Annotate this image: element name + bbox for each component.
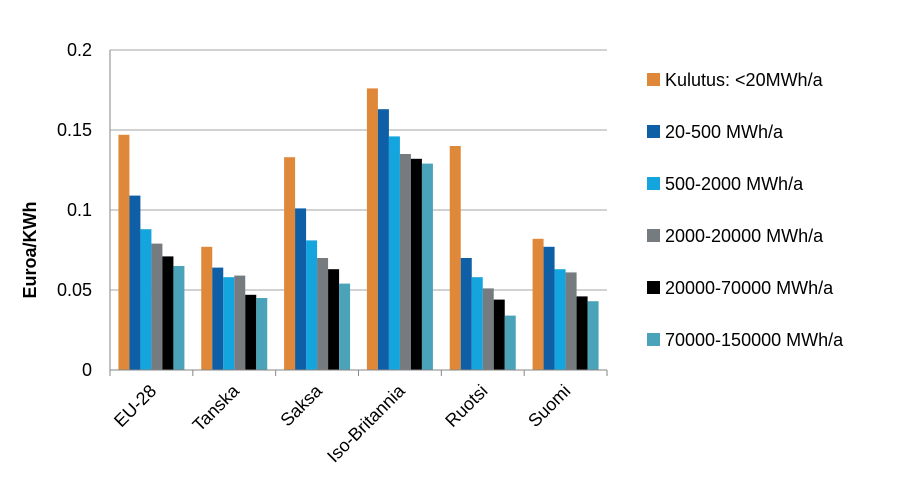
bar [223, 277, 235, 370]
y-tick-labels: 0 0.05 0.1 0.15 0.2 [57, 40, 92, 380]
bar [388, 136, 400, 370]
axes [109, 50, 608, 376]
bar [256, 298, 268, 370]
bar [173, 266, 185, 370]
x-tick-label: Suomi [524, 381, 574, 431]
bar [565, 272, 577, 370]
bar [449, 146, 461, 370]
legend-swatch [647, 333, 660, 346]
gridlines [110, 49, 607, 291]
legend-swatch [647, 229, 660, 242]
legend-label: 2000-20000 MWh/a [665, 226, 824, 246]
y-tick-label: 0.1 [67, 200, 92, 220]
legend-label: Kulutus: <20MWh/a [665, 70, 824, 90]
legend-swatch [647, 281, 660, 294]
bar [482, 288, 494, 370]
bar [317, 258, 329, 370]
y-tick-label: 0 [82, 360, 92, 380]
legend-swatch [647, 125, 660, 138]
bar [339, 283, 351, 370]
legend-label: 20000-70000 MWh/a [665, 278, 834, 298]
bar [162, 256, 174, 370]
bar [129, 195, 141, 370]
x-tick-label: EU-28 [110, 381, 160, 431]
y-axis-label: Euroa/KWh [20, 202, 40, 299]
bar [306, 240, 318, 370]
bar [543, 246, 555, 370]
bar [328, 269, 340, 370]
bar [554, 269, 566, 370]
bar [151, 243, 163, 370]
bar [118, 134, 130, 370]
x-tick-label: Saksa [276, 380, 326, 430]
bar [410, 158, 422, 370]
legend-swatch [647, 73, 660, 86]
legend-label: 20-500 MWh/a [665, 122, 784, 142]
y-tick-label: 0.2 [67, 40, 92, 60]
bar [234, 275, 246, 370]
legend-label: 70000-150000 MWh/a [665, 330, 844, 350]
bar [460, 258, 472, 370]
bar [377, 109, 389, 370]
bar [587, 301, 599, 370]
bar [245, 294, 257, 370]
bars [118, 88, 599, 371]
legend: Kulutus: <20MWh/a 20-500 MWh/a 500-2000 MW… [647, 70, 844, 350]
y-tick-label: 0.15 [57, 120, 92, 140]
bar [576, 296, 588, 370]
x-tick-label: Iso-Britannia [323, 380, 409, 466]
bar [201, 246, 213, 370]
y-tick-label: 0.05 [57, 280, 92, 300]
bar [493, 299, 505, 370]
bar [284, 157, 296, 370]
bar [212, 267, 224, 370]
legend-label: 500-2000 MWh/a [665, 174, 804, 194]
bar [421, 163, 433, 370]
x-tick-label: Tanska [189, 380, 244, 435]
bar [295, 208, 307, 370]
legend-swatch [647, 177, 660, 190]
bar [366, 88, 378, 371]
bar [140, 229, 152, 370]
x-tick-label: Ruotsi [441, 381, 491, 431]
bar [471, 277, 483, 370]
bar [532, 238, 544, 370]
bar [399, 154, 411, 370]
bar [504, 315, 516, 370]
